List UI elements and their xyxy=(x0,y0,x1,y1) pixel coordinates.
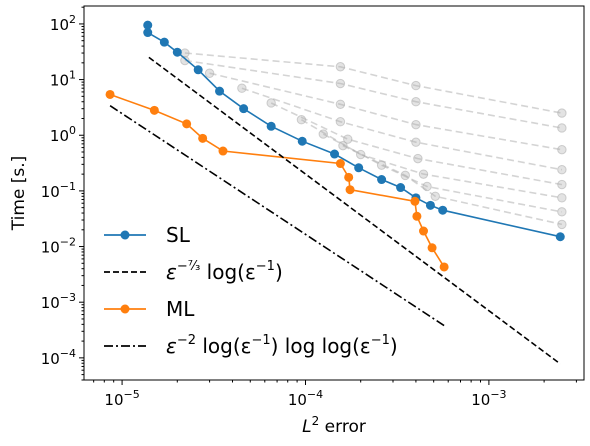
series-0-point xyxy=(297,136,307,146)
series-line-3 xyxy=(109,105,445,327)
series-1-point xyxy=(419,226,429,236)
series-0-point xyxy=(330,149,340,159)
background-series-point xyxy=(338,140,348,151)
series-0-point xyxy=(172,47,182,57)
series-0-point xyxy=(438,205,448,215)
x-tick-label: 10−4 xyxy=(288,388,323,409)
background-series-point xyxy=(411,137,421,147)
legend-marker-2 xyxy=(120,304,130,314)
background-series-line-3 xyxy=(241,87,563,171)
y-tick-label: 101 xyxy=(50,69,76,90)
background-series-point xyxy=(318,129,328,139)
y-tick-label: 102 xyxy=(50,13,76,34)
y-tick-label: 10−3 xyxy=(41,291,76,312)
series-0-point xyxy=(425,200,435,210)
legend-label-3: ε−2 log(ε−1) log log(ε−1) xyxy=(166,333,398,358)
series-1-point xyxy=(410,196,420,206)
background-series-point xyxy=(411,119,421,130)
series-1-point xyxy=(427,243,437,253)
y-tick-label: 10−1 xyxy=(41,180,76,201)
background-series-point xyxy=(335,117,346,127)
background-series-point xyxy=(557,219,567,230)
series-1-point xyxy=(198,133,208,143)
y-axis-title: Time [s.] xyxy=(9,156,29,232)
x-tick-label: 10−5 xyxy=(104,388,139,409)
background-series-point xyxy=(266,98,276,108)
series-1-point xyxy=(412,211,422,221)
series-0-point xyxy=(396,183,406,193)
background-series-point xyxy=(335,99,346,109)
background-series-point xyxy=(557,179,567,190)
legend: SL ε−⁷⁄₃ log(ε−1) ML ε−2 log(ε−1) log log(ε… xyxy=(104,223,398,358)
series-1-point xyxy=(182,119,192,129)
y-tick-label: 10−2 xyxy=(41,236,76,257)
background-series-point xyxy=(335,78,346,89)
x-tick-label: 10−3 xyxy=(471,388,506,409)
background-series-point xyxy=(557,193,567,203)
series-line-1 xyxy=(109,93,445,268)
legend-label-2: ML xyxy=(166,297,195,321)
background-series-line-0 xyxy=(184,52,563,114)
x-axis-title: L2 error xyxy=(302,414,366,437)
background-series-point xyxy=(430,191,440,201)
legend-label-1: ε−⁷⁄₃ log(ε−1) xyxy=(166,259,283,284)
background-series-line-2 xyxy=(209,72,563,151)
series-0-point xyxy=(555,232,565,242)
series-0-point xyxy=(143,20,153,30)
background-series-line-6 xyxy=(322,133,563,213)
background-series-line-1 xyxy=(184,59,563,129)
background-series-point xyxy=(411,97,421,107)
background-series-point xyxy=(376,160,387,170)
background-series-point xyxy=(343,134,353,144)
background-series-group xyxy=(180,48,567,230)
series-0-point xyxy=(193,65,203,75)
axes-frame xyxy=(83,5,585,381)
series-line-2 xyxy=(148,56,561,365)
background-series-point xyxy=(557,123,567,133)
series-1-point xyxy=(218,146,228,156)
legend-marker-0 xyxy=(120,230,130,240)
series-0-point xyxy=(354,163,364,173)
background-series-point xyxy=(557,108,567,118)
background-series-point xyxy=(557,144,567,155)
axes: 10−5 10−4 10−3 10−4 10−3 10−2 10−1 100 101 102 xyxy=(41,5,585,409)
series-1-point xyxy=(149,105,159,115)
background-series-point xyxy=(180,55,190,66)
series-0-point xyxy=(215,86,225,96)
y-tick-label: 100 xyxy=(50,124,76,145)
series-1-point xyxy=(345,185,355,195)
background-series-point xyxy=(413,153,423,164)
background-series-line-4 xyxy=(270,102,563,186)
series-0-point xyxy=(377,175,387,185)
main-series-group xyxy=(105,20,565,365)
series-1-point xyxy=(105,89,115,99)
background-series-point xyxy=(411,80,421,91)
series-0-point xyxy=(239,104,249,114)
series-1-point xyxy=(439,262,449,272)
series-0-point xyxy=(266,121,276,131)
series-0-point xyxy=(143,28,153,38)
legend-label-0: SL xyxy=(166,223,191,247)
series-0-point xyxy=(159,37,169,47)
background-series-line-5 xyxy=(300,119,563,199)
background-series-point xyxy=(204,68,215,78)
series-line-0 xyxy=(146,25,561,238)
y-tick-label: 10−4 xyxy=(41,347,76,368)
series-1-point xyxy=(335,159,345,169)
background-series-point xyxy=(400,170,410,181)
series-1-point xyxy=(344,172,354,182)
background-series-line-7 xyxy=(342,144,563,226)
background-series-point xyxy=(296,115,307,125)
background-series-point xyxy=(557,165,567,175)
background-series-point xyxy=(335,62,346,72)
background-series-point xyxy=(557,207,567,217)
background-series-point xyxy=(237,83,247,93)
background-series-point xyxy=(418,169,429,179)
